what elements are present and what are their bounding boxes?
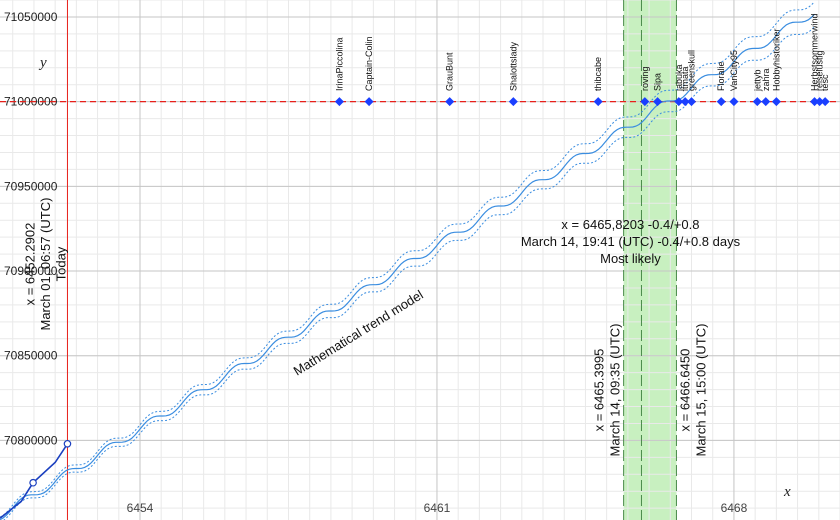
user-guesses: IrinaPiccolina Captain-Colin GrauBunt Shalo… (334, 13, 830, 107)
user-guess-label: jabuka (674, 64, 684, 92)
user-guess-marker (653, 97, 663, 107)
measured-point (29, 478, 37, 487)
user-guess-label: reiselustig (815, 50, 825, 91)
x-tick-label: 6461 (424, 501, 451, 515)
measured-point (63, 439, 72, 448)
annotations: x = 6452.2902 March 01, 06:57 (UTC) Today x… (23, 198, 741, 457)
trend-lower-bound (3, 26, 815, 520)
user-guess-marker (729, 97, 739, 107)
user-guess-marker (508, 97, 518, 107)
measured-series (0, 439, 72, 519)
prediction-annotation-line: Most likely (600, 251, 661, 266)
user-guess-label: Shalottslady (508, 41, 518, 91)
user-guess-label: greenskull (687, 50, 697, 91)
user-guess-marker (640, 97, 650, 107)
x-tick-labels: 6454 6461 6468 (127, 501, 748, 515)
y-tick-label: 70950000 (4, 179, 58, 193)
prediction-annotation-line: March 14, 19:41 (UTC) -0.4/+0.8 days (521, 234, 741, 249)
user-guess-marker (815, 97, 825, 107)
user-guess-marker (771, 97, 781, 107)
user-guess-label: zahra (761, 69, 771, 92)
user-guess-label: tesc (820, 74, 830, 91)
user-guess-label: Hobbyhistoriker (771, 29, 781, 92)
user-guess-marker (761, 97, 771, 107)
low-bound-annotation-line: x = 6465.3995 (592, 349, 607, 432)
y-tick-label: 71050000 (4, 10, 58, 24)
user-guess-label: VanCity95 (729, 50, 739, 91)
user-guess-marker (687, 97, 697, 107)
user-guess-label: thibcabe (593, 57, 603, 91)
user-guess-marker (445, 97, 455, 107)
low-bound-annotation-line: March 14, 09:35 (UTC) (608, 324, 623, 457)
trend-label: Mathematical trend model (291, 287, 426, 379)
prediction-band-rect (623, 0, 677, 520)
y-tick-label: 70900000 (4, 264, 58, 278)
user-guess-marker (364, 97, 374, 107)
x-axis-label: x (783, 484, 791, 500)
user-guess-marker (674, 97, 684, 107)
user-guess-label: Sipa (653, 73, 663, 91)
x-tick-label: 6468 (721, 501, 748, 515)
y-tick-label: 70850000 (4, 349, 58, 363)
today-annotation-line: Today (54, 246, 69, 281)
user-guess-marker (820, 97, 830, 107)
user-guess-label: itmata (680, 67, 690, 92)
prediction-band (623, 0, 677, 520)
user-guess-marker (680, 97, 690, 107)
trend-upper-bound (0, 1, 815, 518)
high-bound-annotation-line: March 15, 15:00 (UTC) (694, 324, 709, 457)
user-guess-label: IrinaPiccolina (334, 37, 344, 91)
y-axis-label: y (38, 55, 47, 71)
prediction-annotation-line: x = 6465,8203 -0.4/+0.8 (561, 217, 699, 232)
today-annotation-line: March 01, 06:57 (UTC) (38, 198, 53, 331)
x-tick-label: 6454 (127, 501, 154, 515)
user-guess-label: Floralie (716, 61, 726, 91)
user-guess-label: jettyb (752, 70, 762, 93)
high-bound-annotation-line: x = 6466.6450 (678, 349, 693, 432)
y-tick-labels: 7080000070850000709000007095000071000000… (4, 10, 58, 447)
prediction-lines (623, 0, 677, 520)
user-guess-marker (334, 97, 344, 107)
user-guess-label: roving (640, 66, 650, 91)
user-guess-label: Herbstsommerwind (810, 13, 820, 91)
user-guess-marker (752, 97, 762, 107)
y-tick-label: 70800000 (4, 433, 58, 447)
user-guess-label: Captain-Colin (364, 36, 374, 91)
user-guess-label: GrauBunt (445, 52, 455, 91)
today-annotation-line: x = 6452.2902 (23, 223, 38, 306)
user-guess-marker (716, 97, 726, 107)
user-guess-marker (810, 97, 820, 107)
user-guess-marker (593, 97, 603, 107)
